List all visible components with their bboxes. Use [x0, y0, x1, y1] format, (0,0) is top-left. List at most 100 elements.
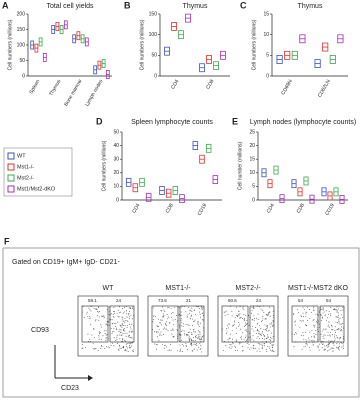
event-dot — [251, 307, 253, 309]
event-dot — [117, 316, 119, 318]
event-dot — [202, 327, 204, 329]
event-dot — [334, 330, 336, 332]
event-dot — [312, 339, 314, 341]
event-dot — [196, 336, 198, 338]
arrow-head — [88, 375, 93, 381]
event-dot — [96, 309, 98, 311]
event-dot — [157, 331, 159, 333]
event-dot — [270, 340, 271, 342]
event-dot — [125, 306, 127, 307]
event-dot — [122, 323, 123, 325]
event-dot — [195, 335, 197, 336]
event-dot — [198, 307, 200, 309]
y-tick-label: 10 — [113, 184, 119, 190]
event-dot — [235, 340, 237, 342]
event-dot — [259, 325, 260, 327]
event-dot — [183, 306, 185, 308]
event-dot — [266, 314, 268, 315]
event-dot — [154, 315, 156, 317]
event-dot — [170, 330, 172, 332]
event-dot — [128, 307, 130, 309]
event-dot — [331, 340, 333, 342]
event-dot — [159, 334, 161, 336]
event-dot — [188, 338, 190, 340]
event-dot — [258, 332, 260, 334]
event-dot — [200, 306, 202, 308]
event-dot — [226, 328, 228, 330]
event-dot — [252, 347, 254, 349]
event-dot — [227, 339, 229, 341]
event-dot — [243, 338, 245, 340]
event-dot — [268, 314, 269, 316]
event-dot — [294, 332, 296, 334]
event-dot — [179, 344, 181, 346]
event-dot — [305, 313, 307, 315]
event-dot — [250, 347, 252, 349]
event-dot — [126, 310, 128, 312]
event-dot — [304, 331, 306, 333]
event-dot — [324, 334, 326, 336]
event-dot — [322, 341, 324, 342]
event-dot — [104, 333, 106, 335]
event-dot — [231, 315, 233, 317]
event-dot — [267, 346, 269, 348]
event-dot — [237, 316, 239, 318]
event-dot — [265, 330, 267, 332]
event-dot — [123, 328, 125, 329]
event-dot — [161, 324, 163, 326]
event-dot — [190, 310, 192, 312]
event-dot — [232, 343, 234, 345]
event-dot — [200, 339, 202, 341]
event-dot — [267, 336, 269, 338]
panel-letter: F — [4, 236, 10, 246]
event-dot — [124, 322, 126, 324]
event-dot — [97, 350, 99, 352]
event-dot — [101, 315, 103, 317]
event-dot — [133, 351, 134, 353]
event-dot — [338, 347, 340, 349]
event-dot — [322, 335, 324, 337]
event-dot — [327, 346, 329, 348]
event-dot — [164, 344, 166, 346]
event-dot — [92, 347, 94, 349]
event-dot — [199, 313, 201, 315]
event-dot — [195, 335, 196, 337]
event-dot — [305, 339, 307, 341]
event-dot — [191, 333, 193, 335]
event-dot — [152, 321, 154, 323]
event-dot — [88, 316, 90, 318]
event-dot — [185, 324, 187, 326]
event-dot — [163, 309, 165, 311]
event-dot — [315, 313, 317, 315]
event-dot — [331, 334, 333, 336]
event-dot — [88, 340, 90, 342]
event-dot — [121, 346, 123, 348]
event-dot — [342, 327, 344, 329]
event-dot — [260, 328, 262, 329]
event-dot — [234, 345, 236, 347]
y-tick-label: 10 — [249, 170, 255, 176]
event-dot — [154, 331, 156, 333]
event-dot — [130, 328, 132, 330]
event-dot — [269, 346, 271, 348]
event-dot — [246, 342, 248, 344]
event-dot — [328, 324, 330, 326]
event-dot — [305, 315, 307, 317]
event-dot — [194, 331, 196, 333]
event-dot — [182, 325, 184, 327]
event-dot — [185, 345, 187, 347]
event-dot — [193, 348, 195, 350]
event-dot — [244, 319, 246, 321]
event-dot — [131, 345, 133, 347]
event-dot — [252, 345, 254, 347]
gate-value: 24 — [116, 298, 122, 303]
event-dot — [98, 316, 100, 318]
event-dot — [131, 337, 133, 339]
event-dot — [115, 325, 117, 327]
y-tick-label: 25 — [249, 129, 255, 135]
event-dot — [271, 338, 273, 339]
event-dot — [259, 343, 261, 345]
event-dot — [119, 311, 121, 313]
event-dot — [197, 336, 199, 338]
legend-swatch — [7, 174, 15, 182]
